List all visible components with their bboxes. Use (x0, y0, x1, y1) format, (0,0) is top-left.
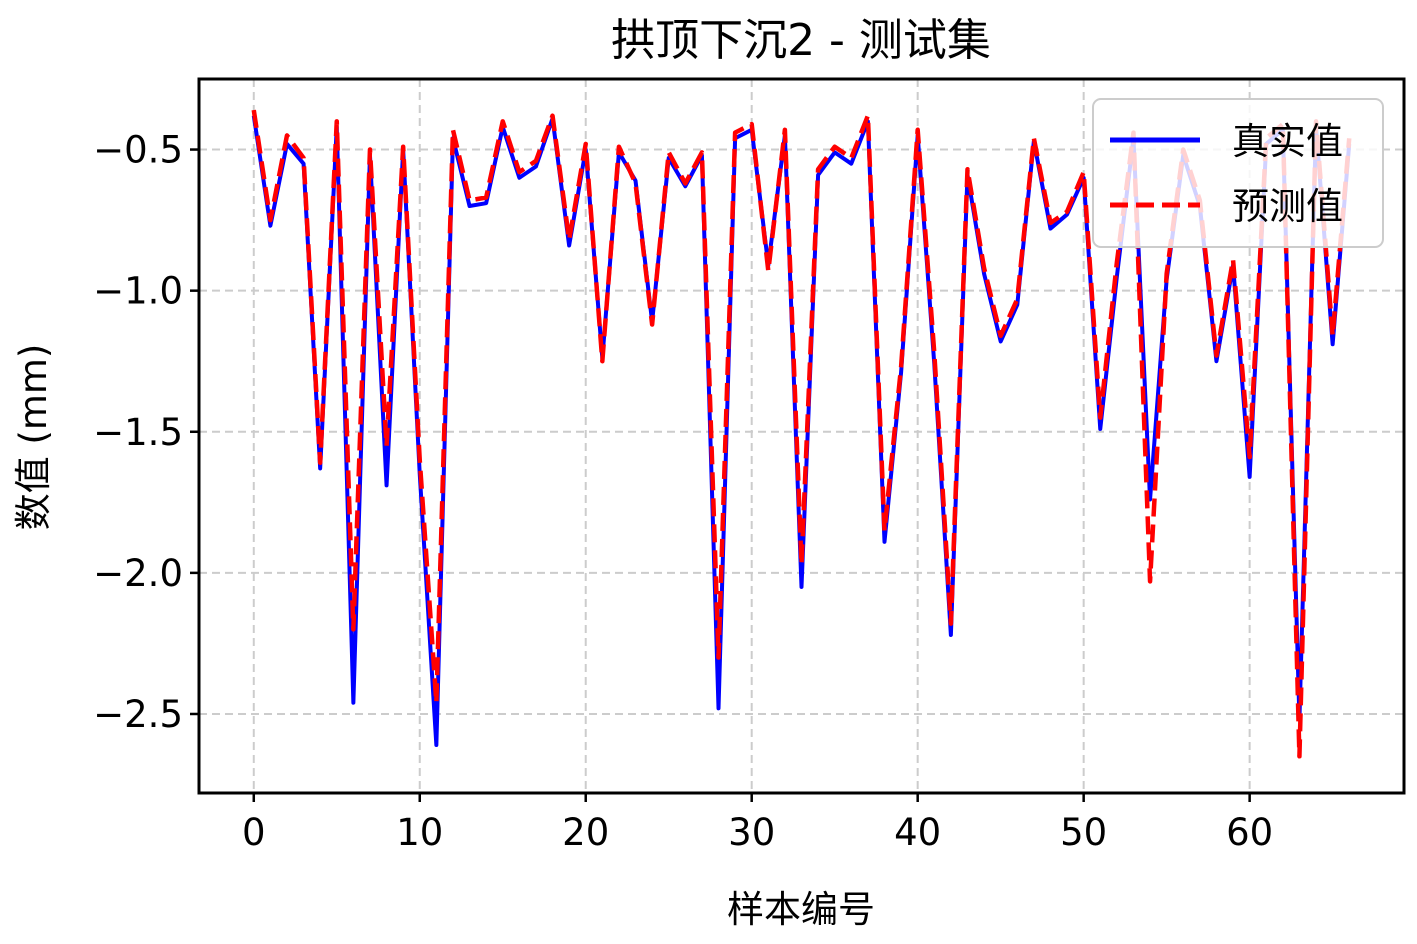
x-tick-label: 10 (396, 811, 443, 854)
x-axis-ticks: 0 10 20 30 40 50 60 (242, 793, 1273, 854)
x-tick-label: 60 (1226, 811, 1273, 854)
y-tick-label: −2.0 (93, 552, 183, 595)
legend-label-true: 真实值 (1232, 120, 1343, 163)
x-tick-label: 40 (894, 811, 941, 854)
plot-area (251, 109, 1352, 759)
y-tick-label: −0.5 (93, 129, 183, 172)
chart-title: 拱顶下沉2 - 测试集 (611, 15, 991, 66)
legend-label-pred: 预测值 (1232, 185, 1343, 228)
x-tick-label: 30 (728, 811, 775, 854)
x-axis-label: 样本编号 (727, 888, 875, 931)
y-axis-label: 数值 (mm) (12, 344, 55, 531)
legend-box (1092, 98, 1384, 248)
x-tick-label: 20 (562, 811, 609, 854)
plot-frame (197, 77, 1406, 795)
y-tick-label: −1.5 (93, 411, 183, 454)
series-line-pred (251, 109, 1352, 759)
y-tick-label: −1.0 (93, 270, 183, 313)
y-axis-ticks: −0.5 −1.0 −1.5 −2.0 −2.5 (93, 129, 199, 736)
chart-legend: 真实值 预测值 (1092, 98, 1384, 248)
y-tick-label: −2.5 (93, 693, 183, 736)
x-tick-label: 0 (242, 811, 266, 854)
x-tick-label: 50 (1060, 811, 1107, 854)
